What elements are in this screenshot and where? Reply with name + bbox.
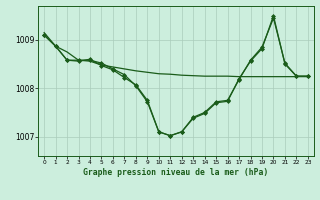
X-axis label: Graphe pression niveau de la mer (hPa): Graphe pression niveau de la mer (hPa) <box>84 168 268 177</box>
